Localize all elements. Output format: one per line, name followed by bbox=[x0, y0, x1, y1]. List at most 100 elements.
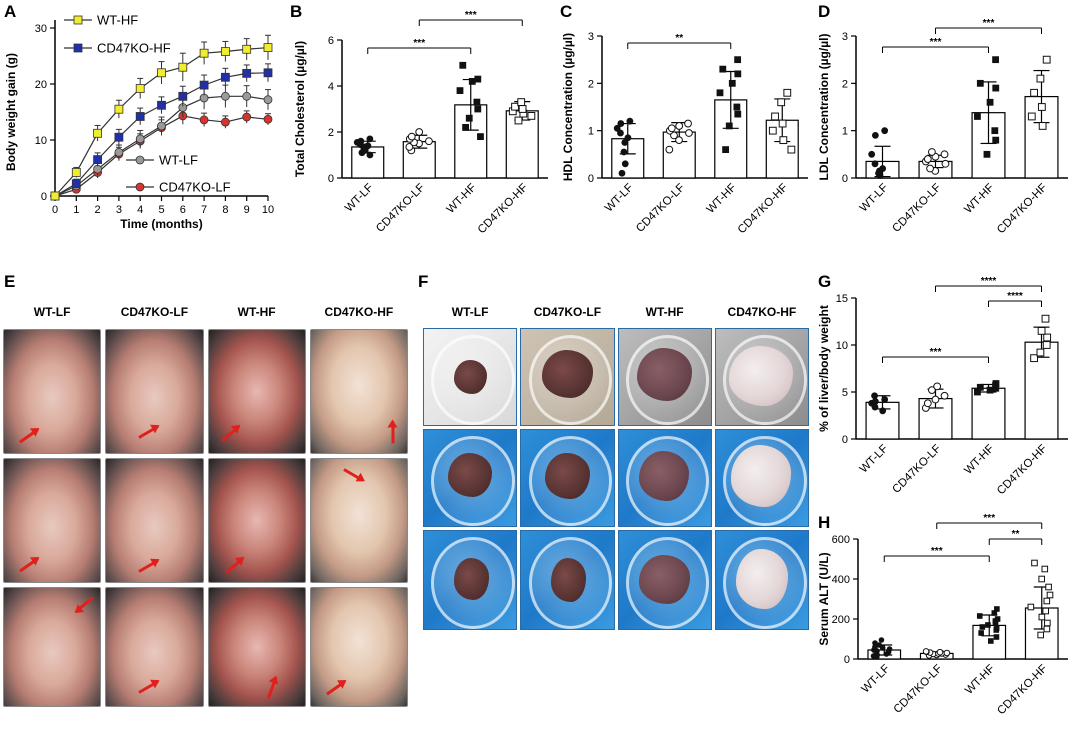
data-point bbox=[936, 648, 944, 656]
category-label-wt-lf: WT-LF bbox=[859, 663, 892, 696]
data-point-wt-hf bbox=[242, 44, 252, 54]
data-point bbox=[617, 120, 625, 127]
data-point bbox=[728, 79, 736, 87]
panel-label-b: B bbox=[290, 2, 303, 21]
data-point-wt-lf bbox=[157, 121, 166, 131]
data-point bbox=[994, 616, 1001, 622]
data-point bbox=[527, 112, 536, 120]
legend-marker bbox=[73, 43, 83, 53]
data-point bbox=[976, 383, 984, 391]
significance-bracket: *** bbox=[882, 37, 989, 53]
significance-label: *** bbox=[983, 513, 995, 524]
data-point bbox=[734, 56, 742, 64]
data-point bbox=[1042, 607, 1049, 615]
data-point bbox=[872, 640, 878, 646]
x-tick-label: 6 bbox=[180, 204, 186, 216]
category-label-cd47ko-hf: CD47KO-HF bbox=[476, 182, 531, 237]
significance-bracket: *** bbox=[418, 10, 523, 26]
data-point bbox=[1030, 354, 1038, 363]
panel-label-f: F bbox=[418, 272, 429, 291]
data-point bbox=[613, 124, 621, 132]
data-point-wt-hf bbox=[135, 84, 145, 93]
significance-label: *** bbox=[465, 10, 477, 21]
category-label-wt-hf: WT-HF bbox=[963, 663, 997, 697]
legend-marker bbox=[135, 155, 145, 165]
y-tick-label: 0 bbox=[588, 173, 594, 185]
data-point bbox=[931, 395, 940, 404]
panel-label-g: G bbox=[818, 272, 832, 291]
legend-label: WT-HF bbox=[97, 13, 138, 28]
data-point bbox=[779, 136, 788, 145]
data-point bbox=[993, 625, 1000, 631]
category-label-wt-hf: WT-HF bbox=[445, 182, 479, 216]
bar-group-cd47ko-lf bbox=[919, 648, 954, 660]
data-point bbox=[974, 388, 981, 396]
significance-label: *** bbox=[983, 18, 995, 29]
data-point bbox=[992, 380, 1000, 387]
data-point bbox=[665, 145, 674, 154]
y-tick-label: 2 bbox=[588, 78, 594, 90]
chart-body-weight-gain: 0 10 20 30 0 1 2 3 4 5 6 7 8 9 10 Time (months) Body wei… bbox=[4, 13, 274, 232]
panel-f-header-cd47ko-lf: CD47KO-LF bbox=[533, 305, 602, 319]
category-label-cd47ko-hf: CD47KO-HF bbox=[995, 663, 1050, 718]
panel-f-photo-grid: WT-LF CD47KO-LF WT-HF CD47KO-HF bbox=[423, 305, 809, 630]
legend-item-wt-hf: WT-HF bbox=[64, 13, 138, 28]
data-point bbox=[1043, 333, 1052, 342]
bar-group-wt-hf bbox=[971, 56, 1006, 179]
data-point bbox=[684, 119, 692, 128]
category-label-cd47ko-lf: CD47KO-LF bbox=[890, 443, 943, 496]
panel-f-header-wt-hf: WT-HF bbox=[645, 305, 684, 319]
y-tick-label: 30 bbox=[35, 23, 47, 35]
y-axis-title: LDL Concentration (µg/µl) bbox=[817, 34, 831, 181]
panel-e-header-cd47ko-hf: CD47KO-HF bbox=[324, 305, 394, 319]
liver-dish-photo bbox=[520, 530, 615, 630]
panel-e-header-cd47ko-lf: CD47KO-LF bbox=[120, 305, 189, 319]
data-point-cd47ko-hf bbox=[263, 68, 273, 78]
data-point-wt-hf bbox=[178, 62, 188, 72]
x-tick-label: 2 bbox=[95, 204, 101, 216]
data-point bbox=[405, 143, 414, 151]
bar-group-wt-lf bbox=[865, 127, 900, 180]
legend-marker bbox=[73, 15, 83, 25]
panel-f-header-wt-lf: WT-LF bbox=[451, 305, 489, 319]
data-point bbox=[473, 98, 481, 106]
y-tick-label: 600 bbox=[832, 534, 850, 546]
data-point-cd47ko-lf bbox=[220, 117, 230, 127]
legend-label: WT-LF bbox=[159, 153, 198, 168]
data-point bbox=[1031, 559, 1038, 567]
data-point-cd47ko-hf bbox=[199, 80, 209, 90]
data-point bbox=[878, 637, 885, 643]
y-tick-label: 5 bbox=[842, 387, 848, 399]
data-point-wt-hf bbox=[157, 68, 166, 78]
mouse-photo bbox=[309, 329, 408, 454]
legend-item-cd47ko-lf: CD47KO-LF bbox=[126, 180, 231, 195]
data-point bbox=[725, 122, 733, 130]
data-point bbox=[734, 70, 742, 78]
data-point bbox=[933, 382, 942, 391]
data-point-wt-lf bbox=[135, 134, 145, 144]
data-point bbox=[940, 150, 949, 159]
data-point bbox=[777, 98, 786, 107]
y-tick-label: 2 bbox=[842, 78, 848, 90]
category-label-wt-lf: WT-LF bbox=[343, 182, 376, 215]
x-tick-label: 4 bbox=[137, 204, 143, 216]
data-point bbox=[1042, 341, 1051, 349]
significance-label: *** bbox=[930, 37, 942, 48]
data-point bbox=[768, 126, 777, 135]
data-point bbox=[976, 79, 984, 87]
bar-group-cd47ko-hf bbox=[765, 88, 799, 179]
y-tick-label: 0 bbox=[842, 173, 848, 185]
category-label-cd47ko-hf: CD47KO-HF bbox=[995, 182, 1050, 237]
x-tick-label: 3 bbox=[116, 204, 122, 216]
data-point bbox=[716, 89, 724, 97]
mouse-photo bbox=[3, 587, 102, 707]
data-point bbox=[926, 164, 934, 173]
significance-bracket: *** bbox=[883, 546, 990, 562]
category-label-cd47ko-lf: CD47KO-LF bbox=[892, 663, 945, 716]
data-point bbox=[1042, 55, 1051, 64]
data-point bbox=[871, 392, 878, 400]
liver-dish-photo bbox=[714, 429, 809, 527]
liver-dish-photo bbox=[520, 328, 615, 426]
